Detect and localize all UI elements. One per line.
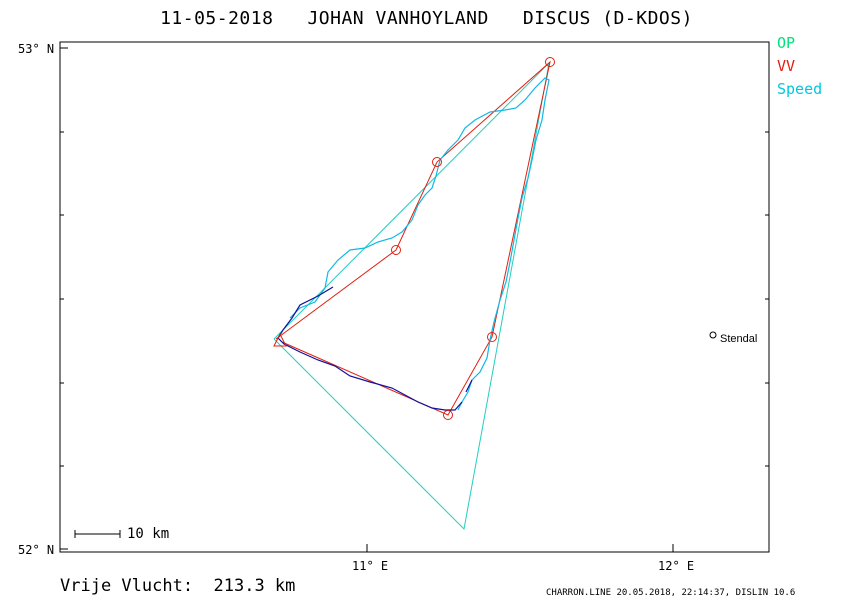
footer-info: CHARRON.LINE 20.05.2018, 22:14:37, DISLI… xyxy=(546,588,796,598)
vv-route xyxy=(275,60,551,416)
scale-bar xyxy=(74,530,121,538)
op-route xyxy=(273,61,550,531)
lat-label-53: 53° N xyxy=(18,42,55,56)
lat-ticks xyxy=(60,47,68,550)
legend-vv: VV xyxy=(777,57,796,75)
lat-ticks-right xyxy=(765,131,769,467)
turnpoint-circle xyxy=(545,57,555,67)
speed-track xyxy=(289,77,550,411)
turnpoint-circle xyxy=(432,157,442,167)
dark-track-tail xyxy=(465,379,473,393)
turnpoint-circle xyxy=(443,410,453,420)
legend-op: OP xyxy=(777,34,796,52)
flight-distance: Vrije Vlucht: 213.3 km xyxy=(60,576,296,596)
stendal-label: Stendal xyxy=(720,333,758,345)
lon-label-12: 12° E xyxy=(658,559,695,573)
start-triangle-marker xyxy=(273,332,287,347)
legend-speed: Speed xyxy=(777,80,823,98)
lon-label-11: 11° E xyxy=(352,559,389,573)
scale-bar-label: 10 km xyxy=(127,526,170,542)
turnpoint-circle xyxy=(487,332,497,342)
turnpoint-markers xyxy=(391,57,555,420)
turnpoint-circle xyxy=(391,245,401,255)
stendal-marker xyxy=(709,331,717,339)
lon-ticks xyxy=(366,544,674,552)
map-title: 11-05-2018 JOHAN VANHOYLAND DISCUS (D-KD… xyxy=(160,8,693,29)
map-frame xyxy=(59,41,770,553)
dark-track xyxy=(277,286,463,411)
lat-label-52: 52° N xyxy=(18,543,55,557)
